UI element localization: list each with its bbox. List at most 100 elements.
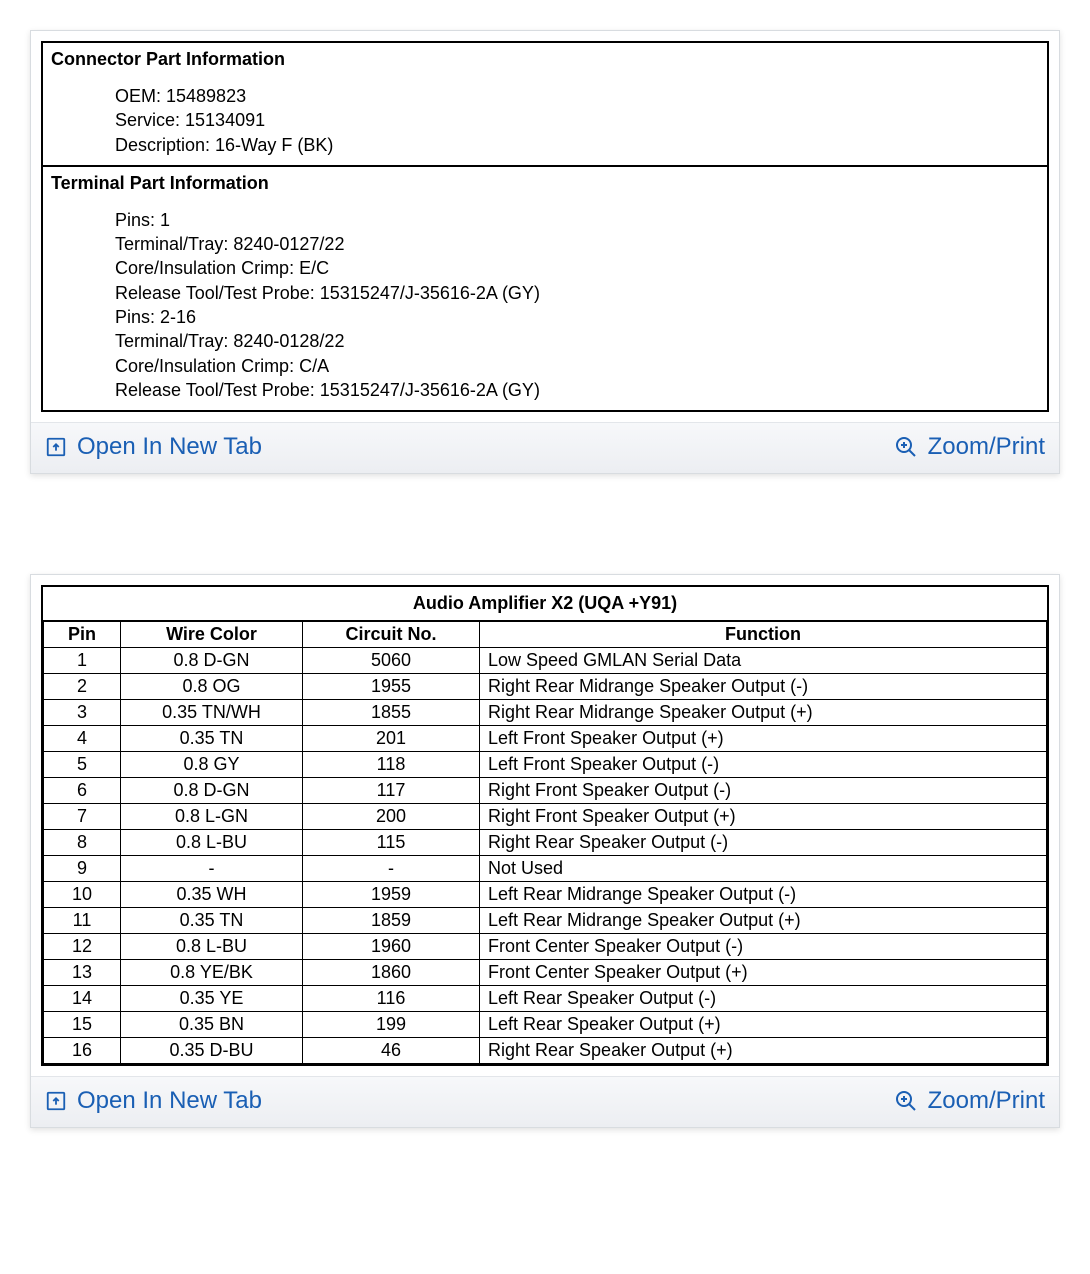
open-in-new-tab-link[interactable]: Open In New Tab <box>45 433 262 461</box>
table-row: 100.35 WH1959Left Rear Midrange Speaker … <box>44 882 1047 908</box>
table-cell: Front Center Speaker Output (+) <box>480 960 1047 986</box>
table-row: 150.35 BN199Left Rear Speaker Output (+) <box>44 1012 1047 1038</box>
column-header-color: Wire Color <box>121 622 303 648</box>
table-cell: 13 <box>44 960 121 986</box>
table-cell: Not Used <box>480 856 1047 882</box>
table-row: 60.8 D-GN117Right Front Speaker Output (… <box>44 778 1047 804</box>
open-in-new-tab-link[interactable]: Open In New Tab <box>45 1087 262 1115</box>
table-cell: 0.8 D-GN <box>121 778 303 804</box>
info-line: Pins: 2-16 <box>115 305 1039 329</box>
table-cell: Right Rear Speaker Output (+) <box>480 1038 1047 1064</box>
table-row: 40.35 TN201Left Front Speaker Output (+) <box>44 726 1047 752</box>
table-cell: - <box>303 856 480 882</box>
table-cell: 0.8 L-GN <box>121 804 303 830</box>
table-row: 130.8 YE/BK1860Front Center Speaker Outp… <box>44 960 1047 986</box>
table-cell: Low Speed GMLAN Serial Data <box>480 648 1047 674</box>
table-cell: 118 <box>303 752 480 778</box>
new-tab-icon <box>45 1090 67 1112</box>
wire-table: Pin Wire Color Circuit No. Function 10.8… <box>43 621 1047 1064</box>
table-cell: 0.35 TN/WH <box>121 700 303 726</box>
table-row: 160.35 D-BU46Right Rear Speaker Output (… <box>44 1038 1047 1064</box>
table-cell: 0.8 L-BU <box>121 830 303 856</box>
table-cell: 1960 <box>303 934 480 960</box>
table-cell: Left Rear Midrange Speaker Output (-) <box>480 882 1047 908</box>
table-row: 9--Not Used <box>44 856 1047 882</box>
column-header-function: Function <box>480 622 1047 648</box>
table-cell: 6 <box>44 778 121 804</box>
table-row: 50.8 GY118Left Front Speaker Output (-) <box>44 752 1047 778</box>
table-cell: 10 <box>44 882 121 908</box>
info-line: Terminal/Tray: 8240-0127/22 <box>115 232 1039 256</box>
table-row: 30.35 TN/WH1855Right Rear Midrange Speak… <box>44 700 1047 726</box>
table-row: 20.8 OG1955Right Rear Midrange Speaker O… <box>44 674 1047 700</box>
table-cell: 11 <box>44 908 121 934</box>
table-cell: Right Rear Speaker Output (-) <box>480 830 1047 856</box>
open-in-new-tab-label: Open In New Tab <box>77 433 262 461</box>
table-cell: 0.35 WH <box>121 882 303 908</box>
info-line: Terminal/Tray: 8240-0128/22 <box>115 329 1039 353</box>
zoom-icon <box>894 435 918 459</box>
table-cell: 0.35 D-BU <box>121 1038 303 1064</box>
table-cell: Left Rear Midrange Speaker Output (+) <box>480 908 1047 934</box>
table-cell: 15 <box>44 1012 121 1038</box>
connector-info-block: OEM: 15489823Service: 15134091Descriptio… <box>43 76 1047 165</box>
table-cell: 0.35 TN <box>121 726 303 752</box>
wire-table-wrap: Audio Amplifier X2 (UQA +Y91) Pin Wire C… <box>41 585 1049 1066</box>
table-cell: - <box>121 856 303 882</box>
table-cell: 0.8 D-GN <box>121 648 303 674</box>
column-header-pin: Pin <box>44 622 121 648</box>
table-cell: 1855 <box>303 700 480 726</box>
table-cell: 116 <box>303 986 480 1012</box>
table-cell: 0.8 L-BU <box>121 934 303 960</box>
zoom-print-link[interactable]: Zoom/Print <box>894 1087 1045 1115</box>
info-line: Core/Insulation Crimp: C/A <box>115 354 1039 378</box>
table-cell: 4 <box>44 726 121 752</box>
new-tab-icon <box>45 436 67 458</box>
info-line: Release Tool/Test Probe: 15315247/J-3561… <box>115 281 1039 305</box>
open-in-new-tab-label: Open In New Tab <box>77 1087 262 1115</box>
table-row: 140.35 YE116Left Rear Speaker Output (-) <box>44 986 1047 1012</box>
table-cell: 0.8 YE/BK <box>121 960 303 986</box>
table-cell: Left Rear Speaker Output (+) <box>480 1012 1047 1038</box>
actions-bar: Open In New Tab Zoom/Print <box>31 1076 1059 1127</box>
table-cell: Left Front Speaker Output (-) <box>480 752 1047 778</box>
info-panel-inner: Connector Part Information OEM: 15489823… <box>41 41 1049 412</box>
table-cell: Front Center Speaker Output (-) <box>480 934 1047 960</box>
table-cell: 201 <box>303 726 480 752</box>
table-row: 120.8 L-BU1960Front Center Speaker Outpu… <box>44 934 1047 960</box>
wire-table-title: Audio Amplifier X2 (UQA +Y91) <box>43 587 1047 621</box>
table-cell: 12 <box>44 934 121 960</box>
table-cell: 1859 <box>303 908 480 934</box>
zoom-print-label: Zoom/Print <box>928 433 1045 461</box>
table-cell: 117 <box>303 778 480 804</box>
table-cell: 200 <box>303 804 480 830</box>
table-cell: Right Rear Midrange Speaker Output (-) <box>480 674 1047 700</box>
zoom-print-link[interactable]: Zoom/Print <box>894 433 1045 461</box>
table-cell: 0.35 TN <box>121 908 303 934</box>
table-cell: Right Rear Midrange Speaker Output (+) <box>480 700 1047 726</box>
info-line: Service: 15134091 <box>115 108 1039 132</box>
table-cell: 1955 <box>303 674 480 700</box>
info-line: Pins: 1 <box>115 208 1039 232</box>
table-cell: 0.8 OG <box>121 674 303 700</box>
table-cell: 1 <box>44 648 121 674</box>
table-row: 10.8 D-GN5060Low Speed GMLAN Serial Data <box>44 648 1047 674</box>
table-cell: Right Front Speaker Output (+) <box>480 804 1047 830</box>
table-cell: 115 <box>303 830 480 856</box>
info-line: OEM: 15489823 <box>115 84 1039 108</box>
table-cell: Left Rear Speaker Output (-) <box>480 986 1047 1012</box>
table-row: 110.35 TN1859Left Rear Midrange Speaker … <box>44 908 1047 934</box>
info-line: Description: 16-Way F (BK) <box>115 133 1039 157</box>
column-header-circuit: Circuit No. <box>303 622 480 648</box>
table-cell: 5060 <box>303 648 480 674</box>
table-cell: Left Front Speaker Output (+) <box>480 726 1047 752</box>
table-cell: 16 <box>44 1038 121 1064</box>
terminal-info-block: Pins: 1Terminal/Tray: 8240-0127/22 Core/I… <box>43 200 1047 410</box>
table-cell: 1860 <box>303 960 480 986</box>
table-cell: 8 <box>44 830 121 856</box>
table-cell: 2 <box>44 674 121 700</box>
actions-bar: Open In New Tab Zoom/Print <box>31 422 1059 473</box>
wire-table-header-row: Pin Wire Color Circuit No. Function <box>44 622 1047 648</box>
table-cell: 46 <box>303 1038 480 1064</box>
table-cell: 7 <box>44 804 121 830</box>
